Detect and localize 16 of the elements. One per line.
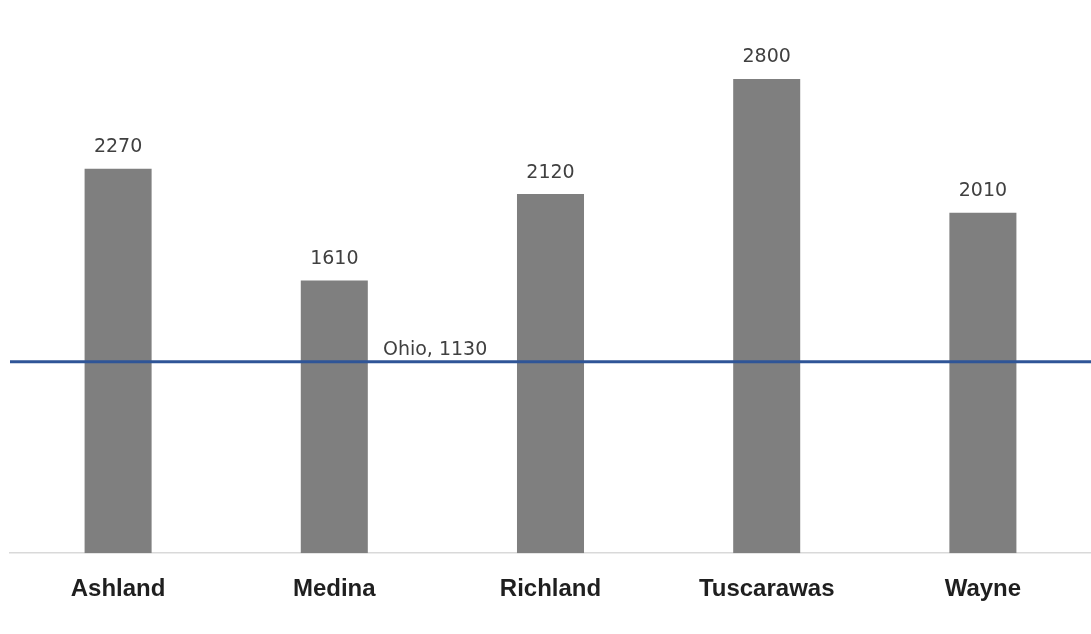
x-tick-label: Medina [292,574,377,602]
bar [733,78,801,554]
data-label: 2010 [958,178,1008,201]
x-tick-label: Ashland [70,574,166,602]
data-label: 2120 [526,159,575,182]
x-tick-label: Tuscarawas [698,574,835,602]
data-label: 1610 [310,245,359,268]
bar [516,194,585,554]
data-label: 2270 [93,134,143,157]
x-tick-label: Wayne [944,574,1022,602]
bar [84,168,152,554]
ref-line-label: Ohio, 1130 [382,337,488,360]
data-label: 2800 [742,44,791,67]
x-tick-label: Richland [499,574,602,602]
bar [300,280,368,554]
bar [949,212,1017,554]
